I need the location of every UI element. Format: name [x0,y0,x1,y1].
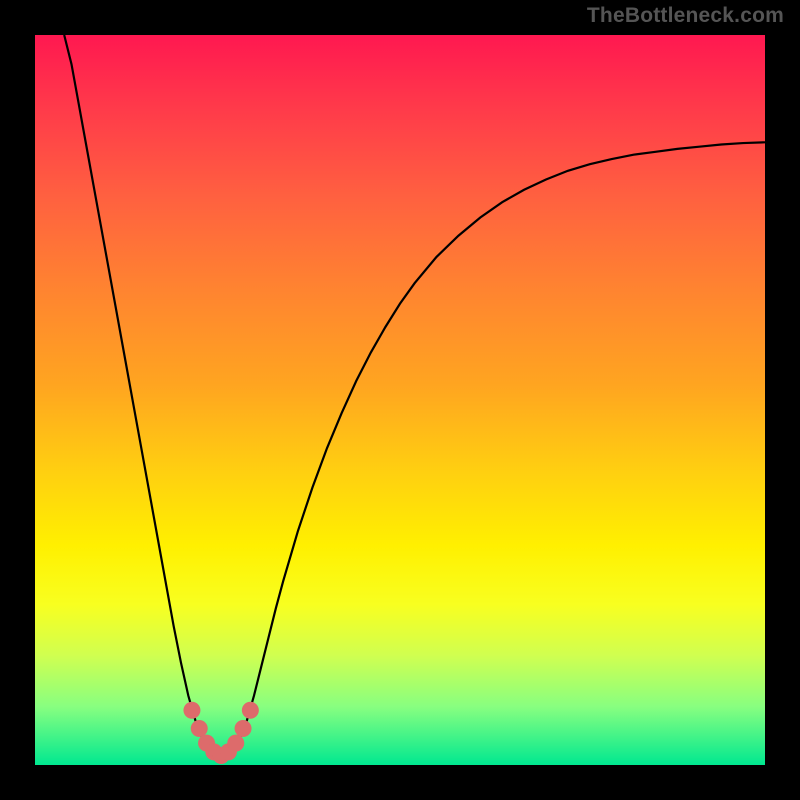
overlay-marker [227,735,244,752]
bottleneck-curve [64,35,765,756]
chart-frame: TheBottleneck.com [0,0,800,800]
plot-area [35,35,765,765]
overlay-marker [235,720,252,737]
overlay-marker [242,702,259,719]
watermark-text: TheBottleneck.com [587,4,784,28]
overlay-marker [183,702,200,719]
plot-svg [35,35,765,765]
overlay-marker [191,720,208,737]
marker-group [183,702,258,764]
